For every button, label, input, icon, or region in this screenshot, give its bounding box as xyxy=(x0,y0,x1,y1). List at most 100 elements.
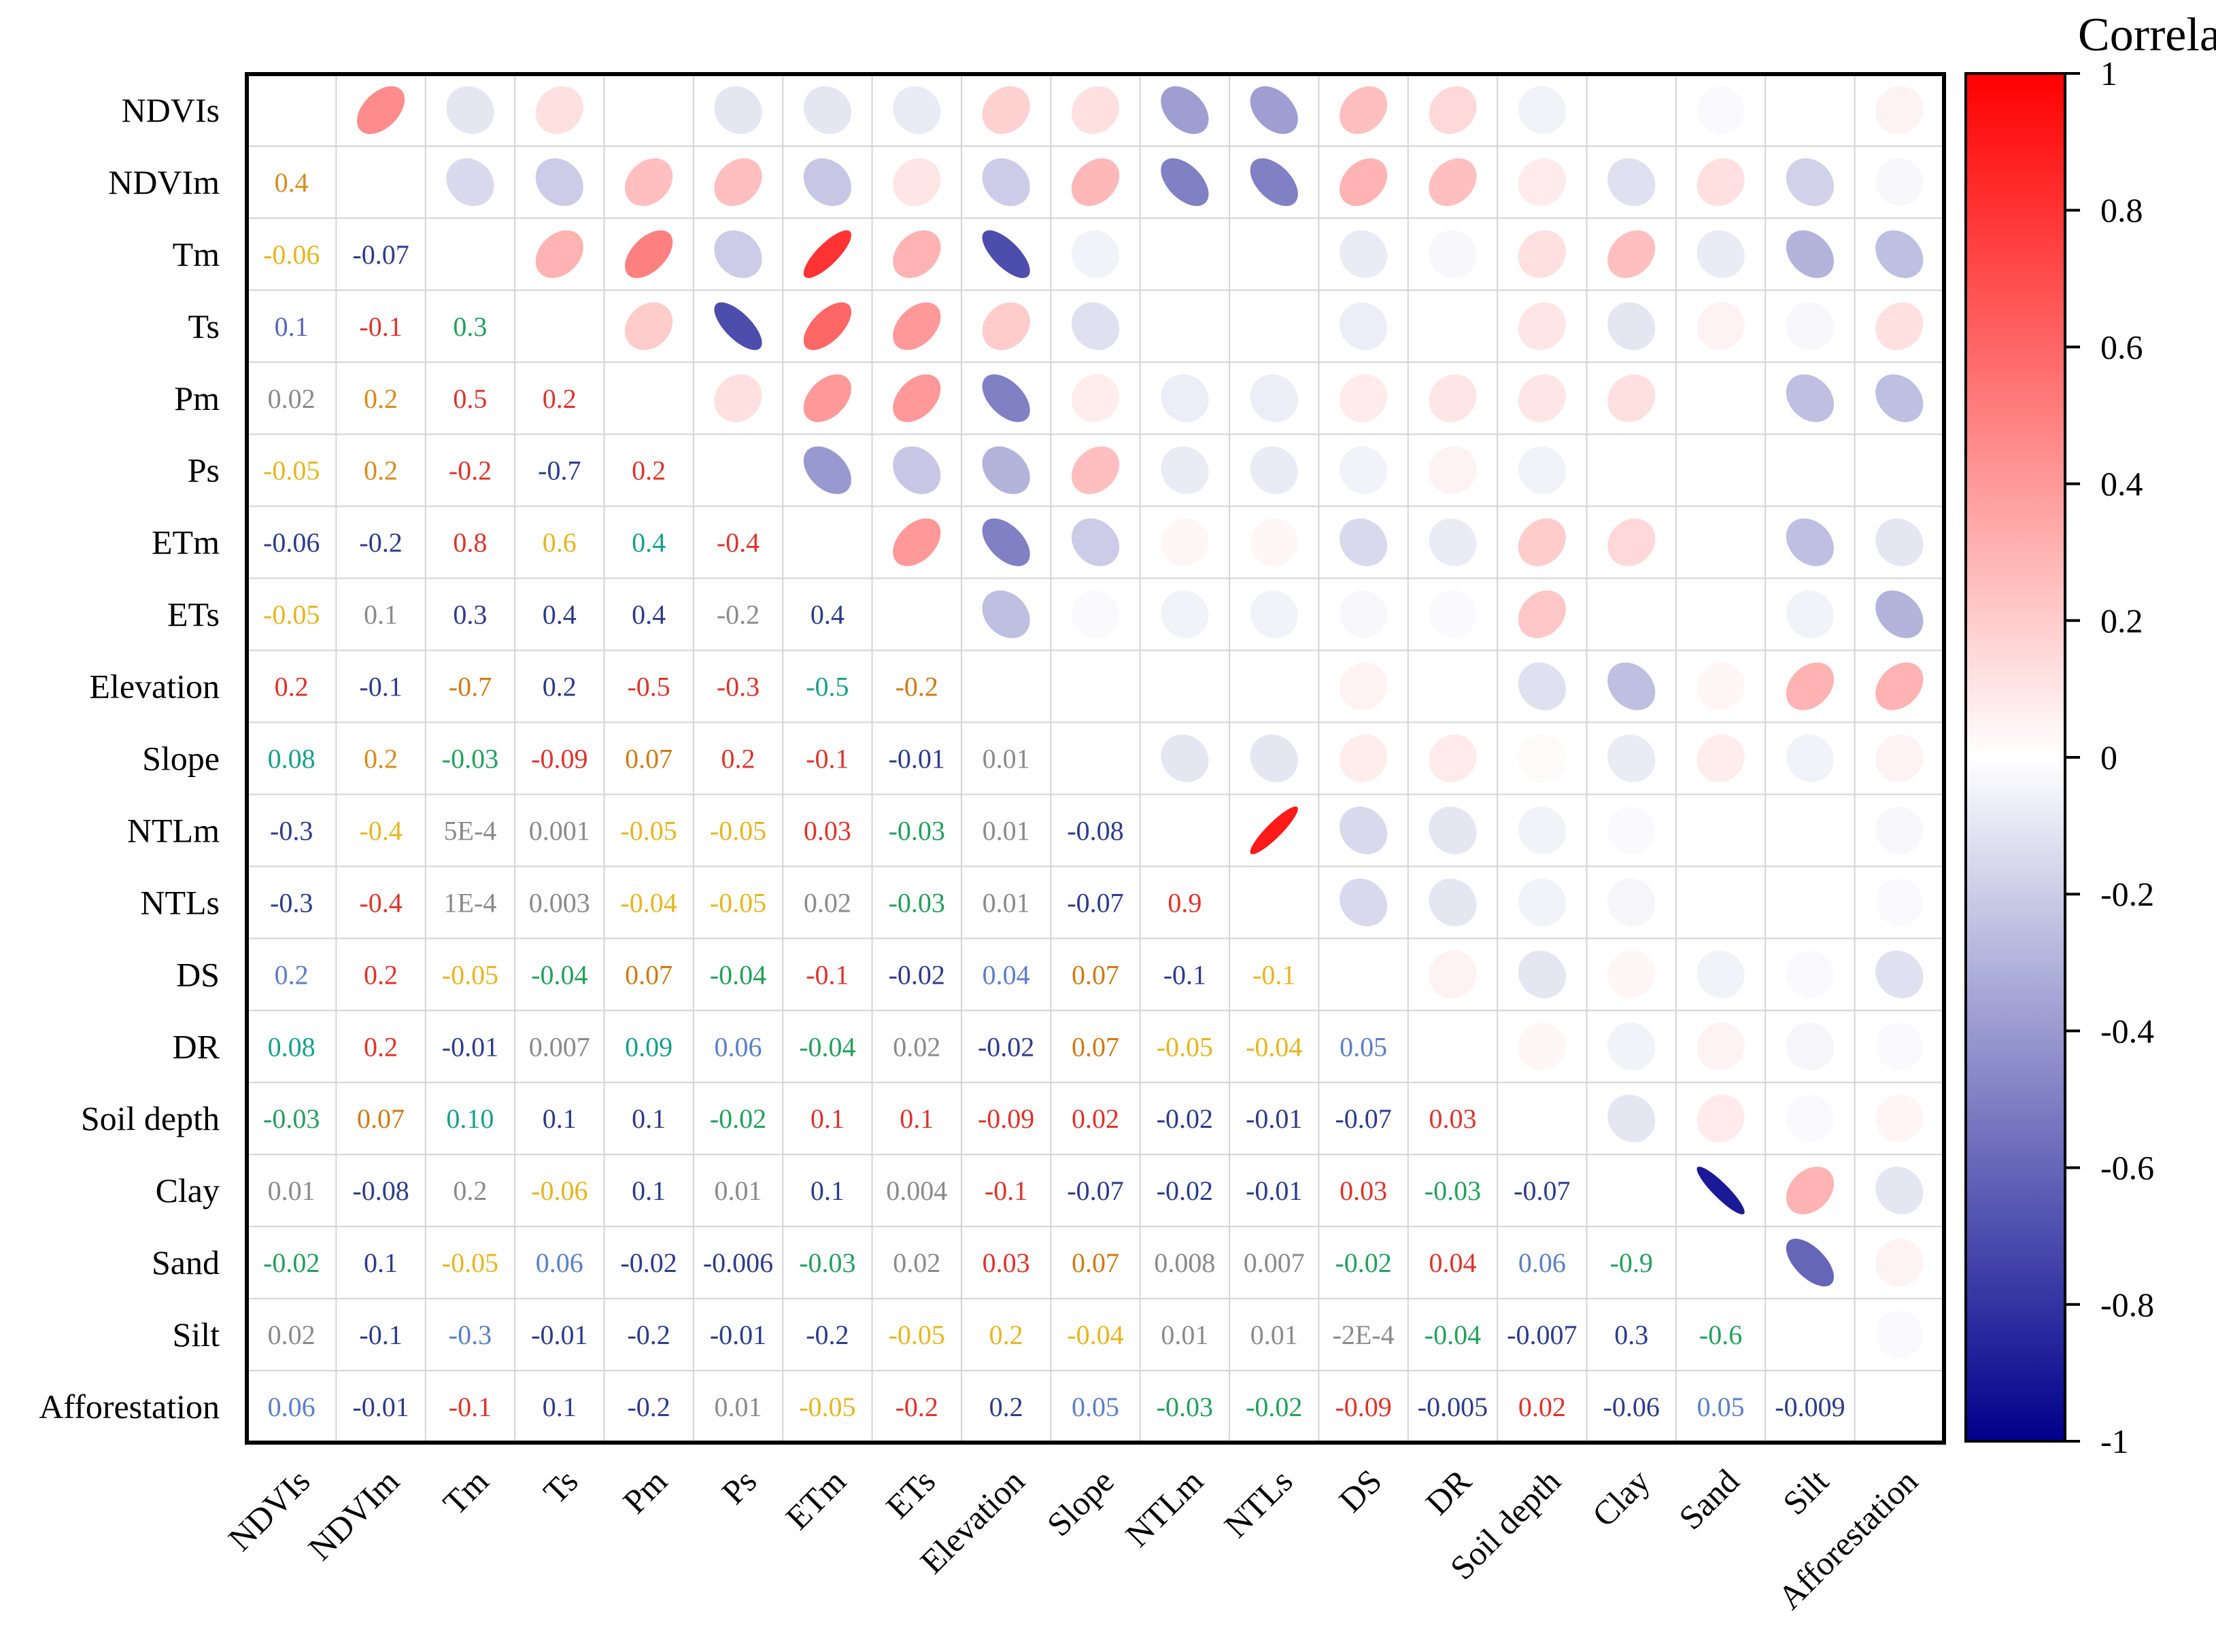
corr-ellipse-elevation-soil-depth xyxy=(1518,662,1566,710)
corr-value-sand-ds: -0.02 xyxy=(1335,1247,1391,1278)
corr-ellipse-pm-sand xyxy=(1697,374,1745,422)
corr-value-clay-ps: 0.01 xyxy=(715,1175,762,1206)
corr-value-dr-ndvis: 0.08 xyxy=(268,1031,316,1062)
corr-ellipse-pm-elevation xyxy=(982,374,1030,422)
corr-value-clay-ndvis: 0.01 xyxy=(268,1175,316,1206)
corr-ellipse-ts-elevation xyxy=(982,302,1030,350)
corr-value-ets-tm: 0.3 xyxy=(453,600,487,630)
corr-ellipse-soil-depth-silt xyxy=(1786,1095,1835,1143)
corr-value-soil-depth-ndvim: 0.07 xyxy=(357,1103,405,1134)
corr-ellipse-ds-dr xyxy=(1429,950,1477,999)
corr-ellipse-pm-ntls xyxy=(1250,374,1298,422)
corr-value-silt-etm: -0.2 xyxy=(806,1320,849,1350)
corr-value-silt-ntlm: 0.01 xyxy=(1161,1320,1208,1350)
corr-ellipse-ndvis-dr xyxy=(1429,86,1477,135)
corr-ellipse-tm-sand xyxy=(1697,230,1745,278)
corr-ellipse-ntlm-silt xyxy=(1786,806,1835,855)
corr-value-ps-tm: -0.2 xyxy=(449,455,492,486)
corr-ellipse-ndvis-silt xyxy=(1786,86,1835,135)
col-label-ps: Ps xyxy=(714,1462,764,1511)
row-label-etm: ETm xyxy=(152,523,220,562)
colorbar-tick-label: -0.4 xyxy=(2100,1012,2154,1050)
corr-ellipse-dr-clay xyxy=(1607,1022,1656,1071)
corr-ellipse-ndvim-sand xyxy=(1697,158,1745,207)
corr-ellipse-etm-silt xyxy=(1786,518,1835,566)
corr-ellipse-ndvim-pm xyxy=(625,158,673,207)
corr-ellipse-ets-ntlm xyxy=(1161,590,1209,638)
corr-value-ds-elevation: 0.04 xyxy=(983,959,1030,990)
corr-ellipse-ets-elevation xyxy=(982,590,1030,638)
corr-value-dr-pm: 0.09 xyxy=(625,1031,672,1062)
row-label-ntls: NTLs xyxy=(140,883,220,921)
corr-ellipse-ntls-dr xyxy=(1429,878,1477,927)
corr-value-sand-pm: -0.02 xyxy=(620,1247,677,1278)
corr-ellipse-ntlm-ntls xyxy=(1250,806,1298,855)
corr-value-soil-depth-ps: -0.02 xyxy=(710,1103,766,1134)
corr-ellipse-tm-etm xyxy=(803,230,851,278)
corr-ellipse-ndvis-ntls xyxy=(1250,86,1298,135)
corr-value-sand-ndvim: 0.1 xyxy=(364,1247,398,1278)
corr-ellipse-tm-ts xyxy=(535,230,583,278)
corr-value-ds-ntls: -0.1 xyxy=(1252,959,1295,990)
corr-value-silt-soil-depth: -0.007 xyxy=(1507,1320,1577,1350)
row-label-sand: Sand xyxy=(152,1243,220,1281)
corr-value-ntls-ets: -0.03 xyxy=(889,887,945,918)
corr-ellipse-soil-depth-clay xyxy=(1607,1095,1656,1143)
corr-ellipse-pm-afforestation xyxy=(1875,374,1924,422)
corr-ellipse-slope-ds xyxy=(1340,734,1388,782)
corr-ellipse-tm-slope xyxy=(1071,230,1120,278)
corr-ellipse-ntls-silt xyxy=(1786,878,1835,927)
corr-ellipse-etm-soil-depth xyxy=(1518,518,1566,566)
row-label-slope: Slope xyxy=(142,740,220,778)
corr-ellipse-ps-elevation xyxy=(982,446,1030,494)
corr-value-slope-etm: -0.1 xyxy=(806,744,849,774)
corr-value-dr-ts: 0.007 xyxy=(529,1031,590,1062)
corr-ellipse-pm-dr xyxy=(1429,374,1477,422)
corr-ellipse-ts-dr xyxy=(1429,302,1477,350)
corr-ellipse-ts-pm xyxy=(625,302,673,350)
ellipse-layer xyxy=(356,86,1924,1359)
corr-value-pm-ndvis: 0.02 xyxy=(268,383,316,414)
corr-value-afforestation-clay: -0.06 xyxy=(1603,1392,1660,1422)
corr-value-afforestation-ts: 0.1 xyxy=(543,1392,577,1422)
corr-value-sand-elevation: 0.03 xyxy=(983,1247,1030,1278)
corr-ellipse-tm-silt xyxy=(1786,230,1835,278)
corr-ellipse-ts-ntls xyxy=(1250,302,1298,350)
corr-value-clay-ts: -0.06 xyxy=(531,1175,587,1206)
corr-value-ntls-ntlm: 0.9 xyxy=(1167,887,1201,918)
corr-ellipse-slope-ntlm xyxy=(1161,734,1209,782)
corr-ellipse-ndvis-tm xyxy=(446,86,494,135)
corr-value-sand-ts: 0.06 xyxy=(536,1247,583,1278)
corr-value-sand-clay: -0.9 xyxy=(1610,1247,1653,1278)
corr-ellipse-tm-ntls xyxy=(1250,230,1298,278)
corr-value-slope-ndvis: 0.08 xyxy=(268,744,316,774)
colorbar-tick-label: 0.4 xyxy=(2100,465,2143,503)
corr-value-silt-ets: -0.05 xyxy=(889,1320,945,1350)
row-label-ndvis: NDVIs xyxy=(122,91,220,129)
corr-value-afforestation-tm: -0.1 xyxy=(449,1392,492,1422)
corr-ellipse-ndvim-etm xyxy=(803,158,851,207)
corr-ellipse-ndvim-dr xyxy=(1429,158,1477,207)
corr-ellipse-ets-silt xyxy=(1786,590,1835,638)
col-label-pm: Pm xyxy=(615,1462,675,1521)
corr-value-afforestation-ntls: -0.02 xyxy=(1246,1392,1302,1422)
corr-value-sand-ntls: 0.007 xyxy=(1244,1247,1305,1278)
row-label-ntlm: NTLm xyxy=(127,811,220,849)
corr-value-sand-ets: 0.02 xyxy=(893,1247,940,1278)
col-label-slope: Slope xyxy=(1040,1462,1121,1543)
corr-ellipse-ts-ntlm xyxy=(1161,302,1209,350)
corr-value-pm-ts: 0.2 xyxy=(543,383,577,414)
corr-ellipse-elevation-slope xyxy=(1071,662,1120,710)
colorbar-tick-label: -1 xyxy=(2100,1422,2129,1460)
corr-ellipse-dr-sand xyxy=(1697,1022,1745,1071)
colorbar-tick-label: -0.2 xyxy=(2100,875,2154,913)
colorbar-title: Correlation xyxy=(2078,9,2216,61)
corr-ellipse-ntls-clay xyxy=(1607,878,1656,927)
row-label-ets: ETs xyxy=(167,596,220,634)
row-label-ps: Ps xyxy=(188,451,220,489)
corr-value-elevation-etm: -0.5 xyxy=(806,672,849,702)
corr-value-elevation-ndvis: 0.2 xyxy=(275,672,309,702)
corr-ellipse-clay-sand xyxy=(1697,1167,1745,1215)
corr-ellipse-ets-afforestation xyxy=(1875,590,1924,638)
